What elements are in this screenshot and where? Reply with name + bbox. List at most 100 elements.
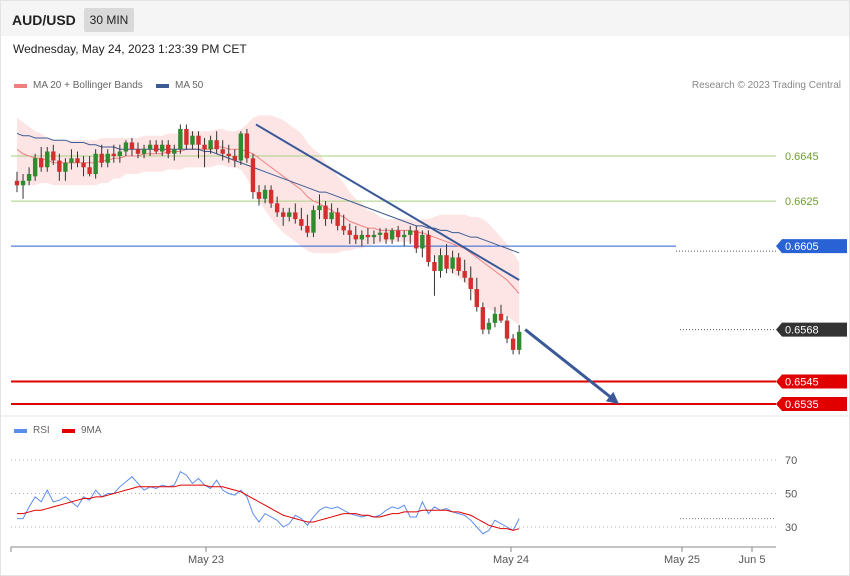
bear-candle <box>323 205 328 220</box>
bear-candle <box>365 234 371 238</box>
bull-candle <box>117 151 123 156</box>
bull-candle <box>69 158 74 163</box>
bear-candle <box>335 212 340 226</box>
bear-candle <box>166 144 171 154</box>
bull-candle <box>329 212 334 220</box>
bear-candle <box>498 313 504 321</box>
support-price-tag <box>776 397 847 411</box>
bull-candle <box>486 322 492 330</box>
pivot-price-tag <box>776 239 847 254</box>
bull-candle <box>377 232 383 235</box>
bear-candle <box>196 135 201 145</box>
bull-candle <box>389 230 395 240</box>
bull-candle <box>402 234 407 238</box>
bear-candle <box>75 158 80 163</box>
bull-candle <box>238 133 244 161</box>
bear-candle <box>299 219 304 226</box>
bull-candle <box>172 149 177 154</box>
rsi-ma-line <box>17 484 520 531</box>
symbol-label: AUD/USD <box>12 12 76 28</box>
bear-candle <box>268 189 274 204</box>
bear-candle <box>510 338 516 350</box>
rsi-tick-label: 50 <box>785 489 797 501</box>
bear-candle <box>39 158 44 168</box>
bull-candle <box>420 234 425 249</box>
bear-candle <box>129 142 135 150</box>
rsi-line <box>17 471 520 535</box>
legend-ma20: MA 20 + Bollinger Bands <box>14 80 143 91</box>
bull-candle <box>123 142 129 152</box>
bear-candle <box>341 225 346 231</box>
rsi-tick-label: 70 <box>785 455 797 467</box>
bull-candle <box>32 158 38 177</box>
bear-candle <box>281 212 286 217</box>
bull-candle <box>450 257 455 269</box>
bear-candle <box>81 162 86 168</box>
pivot-price-label: 0.6605 <box>785 241 819 253</box>
legend-rsi: RSI <box>14 425 50 436</box>
bear-candle <box>274 203 280 213</box>
bear-candle <box>51 151 56 161</box>
bear-candle <box>395 230 401 238</box>
ma50-line <box>16 132 520 254</box>
bear-candle <box>232 156 237 161</box>
bear-candle <box>87 167 92 175</box>
bear-candle <box>244 133 250 159</box>
bear-candle <box>504 320 510 339</box>
rsi-tick-label: 30 <box>785 522 797 534</box>
bear-candle <box>135 149 141 154</box>
bear-candle <box>214 140 219 150</box>
projection-arrow-shaft <box>524 328 614 401</box>
bull-candle <box>93 153 98 175</box>
bear-candle <box>462 270 467 278</box>
bear-candle <box>202 144 207 150</box>
resistance-label: 0.6645 <box>785 151 819 163</box>
bear-candle <box>347 230 352 235</box>
legend-ma20-label: MA 20 + Bollinger Bands <box>33 80 143 91</box>
bull-candle <box>317 205 322 211</box>
bear-candle <box>99 153 104 163</box>
bear-candle <box>414 230 419 249</box>
bear-candle <box>474 289 479 308</box>
bear-candle <box>353 234 358 240</box>
bear-candle <box>426 234 431 262</box>
last-price-tag <box>776 322 847 337</box>
bull-candle <box>438 255 443 271</box>
chart-header: AUD/USD 30 MIN <box>1 1 849 36</box>
bull-candle <box>208 140 213 150</box>
support-price-label: 0.6535 <box>785 399 819 411</box>
bull-candle <box>141 149 147 154</box>
legend-9ma-label: 9MA <box>81 425 102 436</box>
bull-candle <box>105 153 110 163</box>
time-tick-label: May 23 <box>188 554 224 566</box>
bull-candle <box>20 180 26 186</box>
bear-candle <box>444 255 449 269</box>
bear-candle <box>14 180 20 186</box>
resistance-label: 0.6625 <box>785 196 819 208</box>
bear-candle <box>226 153 231 156</box>
time-tick-label: May 25 <box>664 554 700 566</box>
legend-ma50-label: MA 50 <box>175 80 204 91</box>
ma20-swatch <box>14 83 27 88</box>
legend-9ma: 9MA <box>62 425 102 436</box>
bear-candle <box>57 160 62 172</box>
ma50-swatch <box>156 83 169 88</box>
bull-candle <box>516 331 522 350</box>
bear-candle <box>111 153 116 156</box>
support-price-label: 0.6545 <box>785 376 819 388</box>
legend-rsi-label: RSI <box>33 425 50 436</box>
bull-candle <box>262 189 268 199</box>
timeframe-button[interactable]: 30 MIN <box>84 8 134 32</box>
bear-candle <box>153 144 159 152</box>
bear-candle <box>383 232 389 240</box>
time-tick-label: Jun 5 <box>739 554 766 566</box>
bull-candle <box>26 174 32 181</box>
bear-candle <box>305 225 310 233</box>
bear-candle <box>480 307 486 330</box>
bear-candle <box>432 261 437 271</box>
trendline <box>255 123 520 281</box>
projection-arrow-head <box>605 391 619 404</box>
bear-candle <box>256 192 262 199</box>
bull-candle <box>190 135 195 145</box>
bull-candle <box>287 212 292 217</box>
